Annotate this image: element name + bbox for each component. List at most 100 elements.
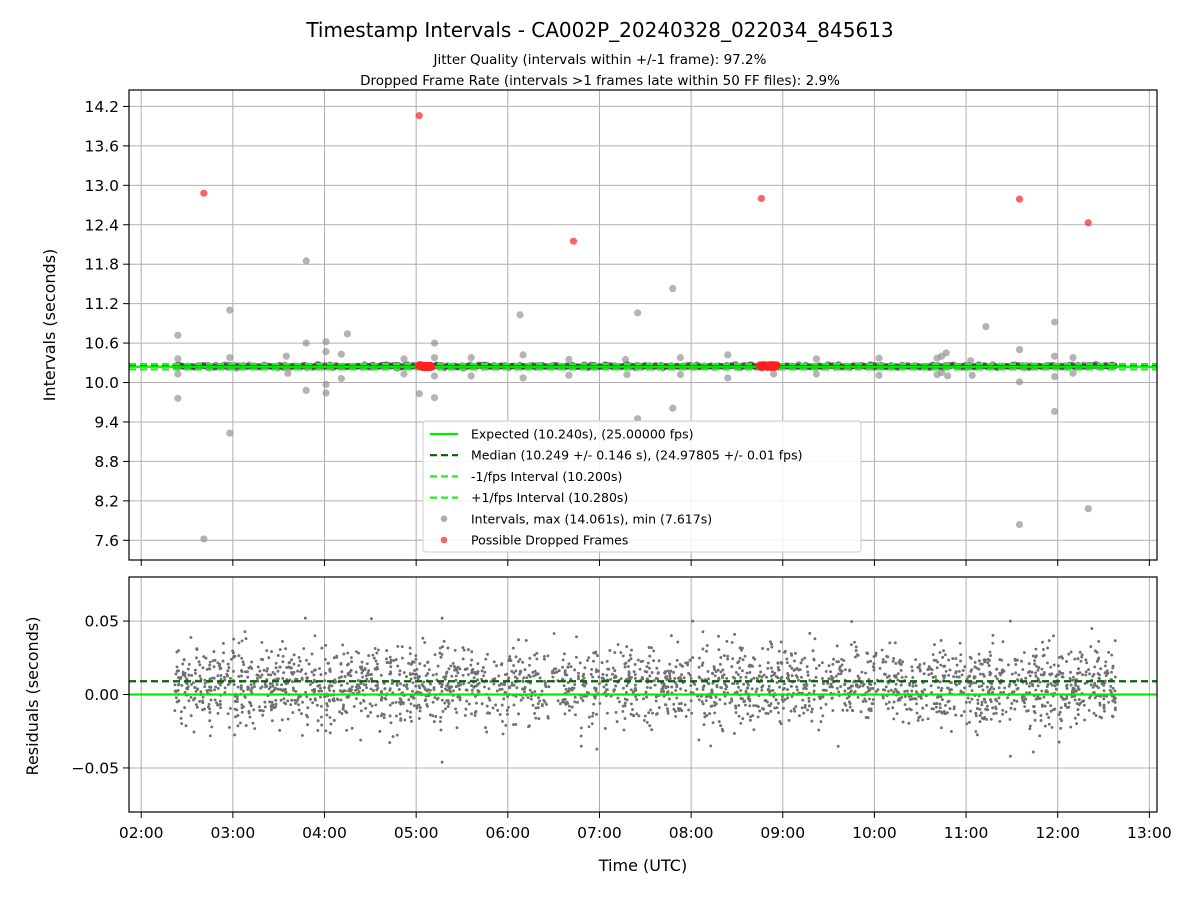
residual-point <box>623 662 627 666</box>
residual-point <box>563 712 567 716</box>
residual-point <box>459 683 463 687</box>
residual-point <box>546 716 550 720</box>
residual-point <box>666 711 670 715</box>
residual-point <box>449 664 453 668</box>
residual-point <box>270 705 274 709</box>
residual-point <box>796 678 800 682</box>
residual-point <box>648 674 652 678</box>
interval-point <box>967 357 975 365</box>
residual-point <box>923 688 927 692</box>
residual-point <box>876 688 880 692</box>
residual-point <box>435 672 438 676</box>
residual-point <box>933 643 936 647</box>
residual-point <box>199 677 203 681</box>
residual-point <box>294 701 297 705</box>
residual-point <box>482 674 485 678</box>
residual-point <box>528 656 532 660</box>
residual-point <box>914 658 918 662</box>
residual-point <box>800 675 803 679</box>
residual-point <box>376 662 379 666</box>
residual-point <box>1084 670 1088 674</box>
residual-point <box>569 665 573 669</box>
residual-point <box>827 677 831 681</box>
residual-point <box>841 708 845 712</box>
residual-point <box>919 696 923 700</box>
residual-point <box>330 684 334 688</box>
residual-point <box>863 697 867 701</box>
residual-point <box>1034 674 1038 678</box>
residual-point <box>233 699 237 703</box>
residual-point <box>835 686 839 690</box>
residual-point <box>627 673 631 677</box>
intervals-plot-area <box>129 112 1157 543</box>
residual-point <box>1026 671 1030 674</box>
residual-point <box>231 649 235 653</box>
residual-point <box>794 651 797 655</box>
residual-point <box>1035 664 1039 668</box>
residual-point <box>443 701 447 705</box>
residual-point <box>940 711 944 715</box>
residual-point <box>395 733 399 737</box>
residual-point <box>1049 709 1053 713</box>
residual-point <box>1041 640 1044 644</box>
residual-point <box>251 721 255 725</box>
residual-point <box>702 684 706 688</box>
residual-point <box>222 651 226 655</box>
residual-point <box>887 700 891 704</box>
y-tick-label: 11.2 <box>84 295 119 313</box>
residual-point <box>501 719 504 723</box>
residual-point <box>481 666 485 669</box>
residual-point <box>839 672 843 676</box>
residual-point <box>645 677 649 681</box>
residual-point <box>678 675 682 679</box>
residual-point <box>531 670 535 674</box>
residual-point <box>227 666 231 670</box>
residual-point <box>728 701 732 705</box>
residual-point <box>1025 682 1029 685</box>
residual-point <box>512 671 516 675</box>
residual-point <box>312 678 316 682</box>
residual-point <box>583 666 587 670</box>
residual-point <box>748 704 752 708</box>
residual-point <box>1045 712 1049 716</box>
residual-point <box>584 681 588 685</box>
residual-point <box>955 663 959 667</box>
residual-point <box>800 706 804 710</box>
residual-point <box>826 682 830 685</box>
residual-point <box>903 703 907 706</box>
residual-point <box>582 672 586 676</box>
residual-point <box>938 706 942 710</box>
residual-point <box>810 710 814 714</box>
residual-point <box>424 674 428 678</box>
residual-point <box>391 735 395 738</box>
dropped-frame-point <box>1015 195 1024 203</box>
residual-point <box>881 658 885 661</box>
residual-point <box>738 666 742 670</box>
residual-point <box>413 668 416 672</box>
residual-point <box>771 689 775 692</box>
residual-point <box>591 714 595 718</box>
residual-point <box>568 708 571 712</box>
residual-point <box>467 681 471 685</box>
residual-point <box>812 697 816 701</box>
residual-point <box>476 683 480 686</box>
residual-point <box>443 677 447 681</box>
residual-point <box>319 704 323 708</box>
residual-point <box>492 660 496 664</box>
interval-point <box>519 374 527 382</box>
residual-point <box>399 682 402 686</box>
residual-point <box>464 688 468 692</box>
residual-point <box>297 695 301 699</box>
residual-point <box>952 705 956 709</box>
residual-point <box>590 722 594 726</box>
residual-point <box>944 703 947 707</box>
residual-point <box>767 704 771 707</box>
residual-point <box>281 676 285 680</box>
residual-point <box>594 687 598 690</box>
residual-point <box>521 687 524 691</box>
residual-point <box>1067 701 1071 705</box>
residual-point <box>789 652 793 656</box>
residual-point <box>1047 639 1051 643</box>
residual-point <box>708 712 712 716</box>
residual-point <box>497 683 501 687</box>
